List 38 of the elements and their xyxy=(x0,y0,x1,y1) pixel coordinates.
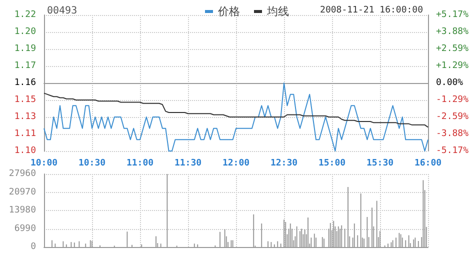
x-tick-label: 12:00 xyxy=(222,158,250,168)
legend-label: 均线 xyxy=(266,5,289,18)
x-tick-label: 12:30 xyxy=(270,158,298,168)
x-tick-label: 10:30 xyxy=(78,158,106,168)
y2-tick-label: -1.29% xyxy=(436,94,470,105)
x-tick-label: 10:00 xyxy=(30,158,58,168)
y-tick-label: 27960 xyxy=(8,169,36,179)
x-tick-label: 15:30 xyxy=(366,158,394,168)
legend-label: 价格 xyxy=(217,5,240,18)
y2-tick-label: 0.00% xyxy=(436,78,464,88)
x-tick-label: 11:00 xyxy=(126,158,154,168)
y2-tick-label: +2.59% xyxy=(436,44,470,54)
y-tick-label: 0 xyxy=(30,242,36,252)
y2-tick-label: +1.29% xyxy=(436,61,470,72)
x-tick-label: 11:30 xyxy=(174,158,202,168)
y2-tick-label: -5.17% xyxy=(436,146,470,156)
chart-title: 00493 xyxy=(47,6,78,16)
y-tick-label: 20970 xyxy=(8,187,36,198)
y-tick-label: 1.19 xyxy=(14,44,36,54)
x-tick-label: 15:00 xyxy=(318,158,346,168)
y-tick-label: 1.16 xyxy=(14,78,36,88)
y2-tick-label: -3.88% xyxy=(436,129,470,140)
y-tick-label: 1.10 xyxy=(14,146,36,156)
y2-tick-label: -2.59% xyxy=(436,112,470,122)
y-tick-label: 6990 xyxy=(14,224,36,234)
chart-subtitle: 2008-11-21 16:00:00 xyxy=(320,6,423,16)
y-tick-label: 1.20 xyxy=(14,27,36,37)
line-series xyxy=(44,82,428,152)
y-tick-label: 1.11 xyxy=(14,129,36,139)
y-tick-label: 1.13 xyxy=(14,112,36,122)
line-series xyxy=(44,92,428,128)
y2-tick-label: +5.17% xyxy=(436,10,470,20)
y-tick-label: 1.17 xyxy=(14,61,36,71)
y-tick-label: 1.15 xyxy=(14,95,36,105)
y2-tick-label: +3.88% xyxy=(436,26,470,37)
x-tick-label: 16:00 xyxy=(414,158,442,168)
y-tick-label: 13980 xyxy=(8,206,36,216)
y-tick-label: 1.22 xyxy=(14,10,36,20)
